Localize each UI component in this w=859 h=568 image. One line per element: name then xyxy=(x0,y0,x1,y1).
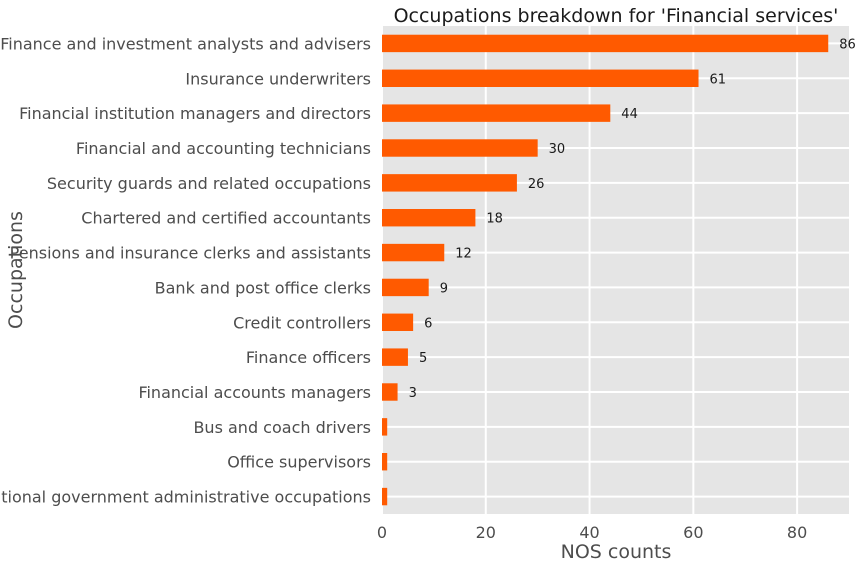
value-label: 44 xyxy=(621,107,638,122)
value-label: 5 xyxy=(419,351,427,366)
category-label: Finance and investment analysts and advi… xyxy=(0,34,371,53)
bar xyxy=(382,209,476,227)
chart-title: Occupations breakdown for 'Financial ser… xyxy=(394,5,839,27)
bar xyxy=(382,69,699,87)
y-axis-title: Occupations xyxy=(5,211,27,329)
bar xyxy=(382,278,429,297)
category-label: Security guards and related occupations xyxy=(47,174,371,193)
value-label: 12 xyxy=(455,247,472,262)
category-label: Finance officers xyxy=(246,348,371,367)
bar xyxy=(382,313,414,331)
bar xyxy=(382,243,445,262)
plot-background xyxy=(382,26,849,514)
bar xyxy=(382,34,829,53)
bar xyxy=(382,487,388,506)
bar xyxy=(382,418,388,436)
category-label: Bank and post office clerks xyxy=(155,278,371,297)
value-label: 30 xyxy=(549,142,566,157)
category-label: Pensions and insurance clerks and assist… xyxy=(10,244,371,263)
category-label: Chartered and certified accountants xyxy=(81,209,371,228)
x-axis-title: NOS counts xyxy=(561,541,672,563)
category-label: Financial and accounting technicians xyxy=(76,139,371,158)
x-tick-label: 80 xyxy=(787,523,807,542)
bar xyxy=(382,174,517,192)
value-label: 26 xyxy=(528,177,545,192)
category-label: Office supervisors xyxy=(227,453,371,472)
bar xyxy=(382,383,398,401)
bar xyxy=(382,348,408,366)
category-label: Financial accounts managers xyxy=(138,383,371,402)
category-label: Financial institution managers and direc… xyxy=(19,104,371,123)
bar xyxy=(382,139,538,157)
value-label: 61 xyxy=(710,72,727,87)
bar xyxy=(382,104,611,122)
value-label: 9 xyxy=(440,281,448,296)
value-label: 6 xyxy=(424,316,432,331)
category-label: Insurance underwriters xyxy=(185,69,371,88)
x-tick-label: 20 xyxy=(476,523,496,542)
category-label: Credit controllers xyxy=(233,313,371,332)
x-tick-labels: 0 20 40 60 80 xyxy=(377,523,807,542)
x-tick-label: 60 xyxy=(683,523,703,542)
category-label: Bus and coach drivers xyxy=(193,418,371,437)
x-tick-label: 40 xyxy=(579,523,599,542)
category-label: National government administrative occup… xyxy=(0,488,371,507)
value-label: 3 xyxy=(409,386,417,401)
value-label: 18 xyxy=(486,212,503,227)
value-labels: 86 61 44 30 26 18 12 9 6 5 3 xyxy=(409,37,856,401)
bar xyxy=(382,453,388,471)
value-label: 86 xyxy=(839,37,856,52)
category-labels: Finance and investment analysts and advi… xyxy=(0,34,371,506)
x-tick-label: 0 xyxy=(377,523,387,542)
bars xyxy=(382,34,829,506)
